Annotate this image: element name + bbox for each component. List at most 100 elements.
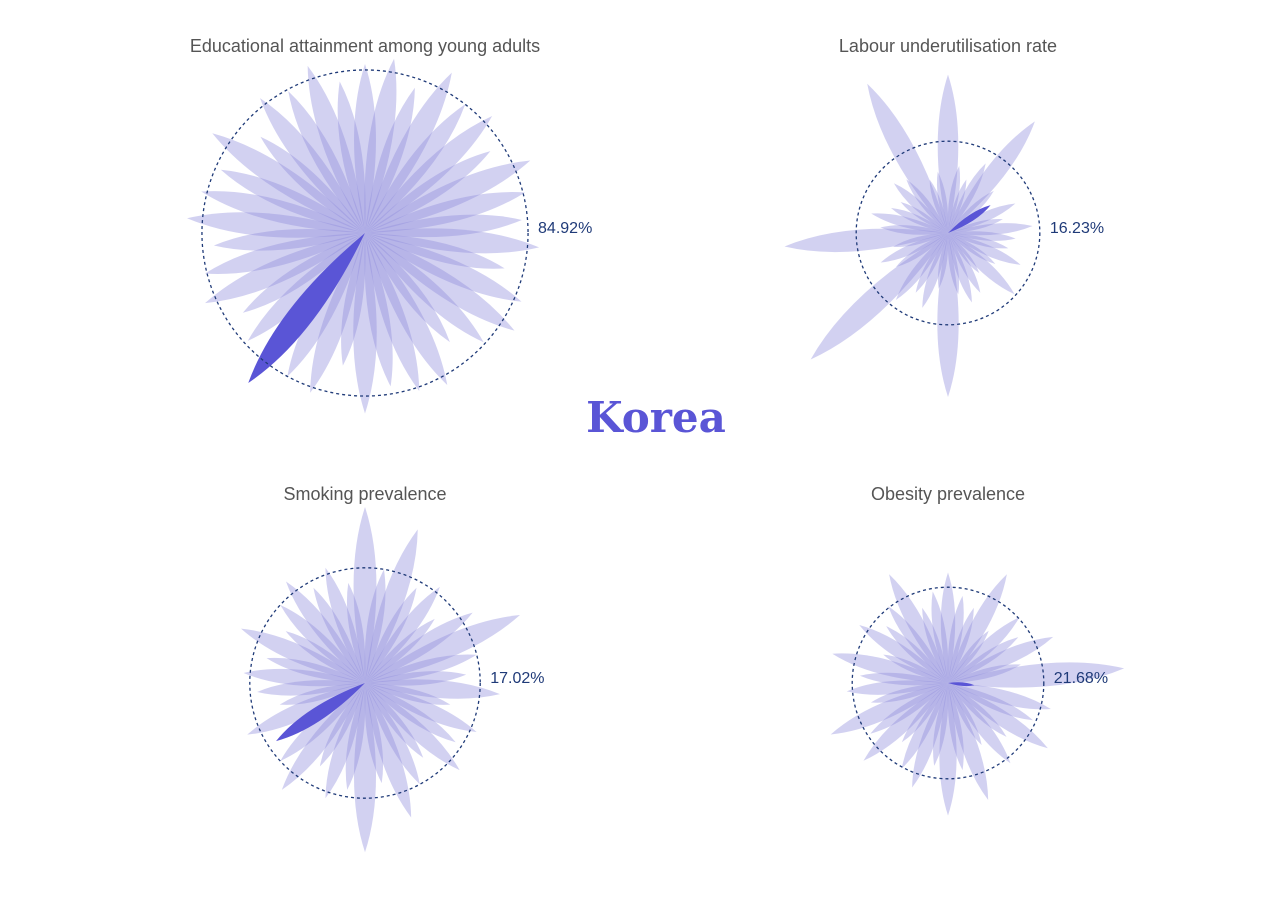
petal — [948, 203, 1016, 233]
petal — [936, 171, 949, 233]
petal — [846, 680, 948, 695]
petal — [365, 679, 500, 699]
reference-circle — [855, 140, 1041, 326]
reference-label: 16.23% — [1050, 220, 1104, 237]
petal — [889, 574, 948, 683]
page-title: Korea — [586, 393, 726, 442]
reference-label: 21.68% — [1054, 670, 1108, 687]
petal — [365, 228, 540, 254]
petal — [204, 233, 365, 274]
petal — [948, 218, 1003, 233]
petal — [948, 683, 1051, 710]
petal — [365, 654, 477, 683]
petal — [364, 58, 397, 234]
petal — [260, 98, 365, 233]
petal — [948, 683, 1033, 721]
highlight-petal — [248, 233, 365, 383]
petal — [341, 233, 366, 366]
petal — [947, 233, 960, 295]
reference-label: 84.92% — [538, 220, 592, 237]
petal — [940, 572, 956, 683]
petal — [353, 507, 377, 683]
petal — [325, 683, 365, 799]
petal — [288, 91, 365, 233]
petal — [948, 233, 1015, 295]
petal — [243, 668, 365, 687]
petal — [365, 683, 424, 758]
petal — [948, 223, 1033, 236]
petal — [947, 166, 961, 233]
petal — [365, 214, 522, 238]
petal — [948, 683, 989, 801]
petal — [281, 683, 365, 790]
petal — [365, 612, 473, 683]
petal — [365, 72, 452, 233]
chart-title: Smoking prevalence — [283, 484, 446, 504]
reference-circle — [851, 586, 1045, 780]
petal — [266, 657, 365, 683]
petal — [354, 64, 376, 233]
petal — [888, 606, 948, 683]
petal — [365, 233, 420, 391]
petal — [365, 151, 491, 233]
petal — [286, 581, 365, 683]
petal — [345, 683, 366, 790]
highlight-petal — [948, 205, 991, 233]
petal — [948, 233, 1009, 249]
petal — [871, 213, 948, 233]
petal — [886, 626, 948, 683]
petal — [939, 683, 957, 816]
petal — [365, 683, 477, 732]
petal — [365, 115, 493, 233]
petal — [948, 630, 989, 683]
petal — [937, 233, 949, 289]
petal — [948, 233, 996, 264]
petal — [310, 233, 365, 393]
petal — [948, 607, 974, 683]
petal — [365, 104, 466, 233]
petal — [260, 136, 365, 233]
petal — [365, 233, 484, 343]
petal — [280, 605, 365, 683]
petal — [948, 179, 967, 233]
petal — [313, 587, 365, 683]
petal — [883, 654, 948, 683]
petal — [365, 683, 456, 743]
petal — [365, 529, 418, 683]
petal — [893, 233, 948, 248]
petal — [859, 672, 948, 686]
petal — [937, 233, 959, 398]
petal — [365, 683, 451, 705]
petal — [901, 683, 948, 769]
petal — [915, 233, 948, 293]
petal — [784, 228, 948, 253]
petal — [346, 582, 366, 683]
petal — [880, 225, 948, 235]
petal — [365, 683, 420, 785]
petal — [931, 591, 949, 683]
petal — [948, 163, 986, 233]
petal — [948, 636, 1054, 683]
reference-label: 17.02% — [490, 670, 544, 687]
chart-title: Obesity prevalence — [871, 484, 1025, 504]
reference-circle — [201, 69, 529, 397]
petal — [948, 683, 1007, 737]
petal — [859, 624, 948, 683]
petal — [863, 683, 948, 761]
petal — [364, 683, 384, 784]
petal — [912, 683, 948, 788]
petal — [948, 233, 1021, 265]
petal — [325, 567, 365, 683]
chart-title: Educational attainment among young adult… — [190, 36, 540, 56]
petal — [895, 233, 948, 300]
petal — [948, 683, 1011, 764]
petal — [906, 179, 948, 233]
petal — [365, 618, 435, 683]
petal — [257, 680, 365, 696]
petal — [364, 569, 386, 683]
petal — [880, 233, 948, 263]
petal — [365, 671, 467, 686]
petal — [922, 233, 948, 308]
petal — [867, 83, 948, 233]
